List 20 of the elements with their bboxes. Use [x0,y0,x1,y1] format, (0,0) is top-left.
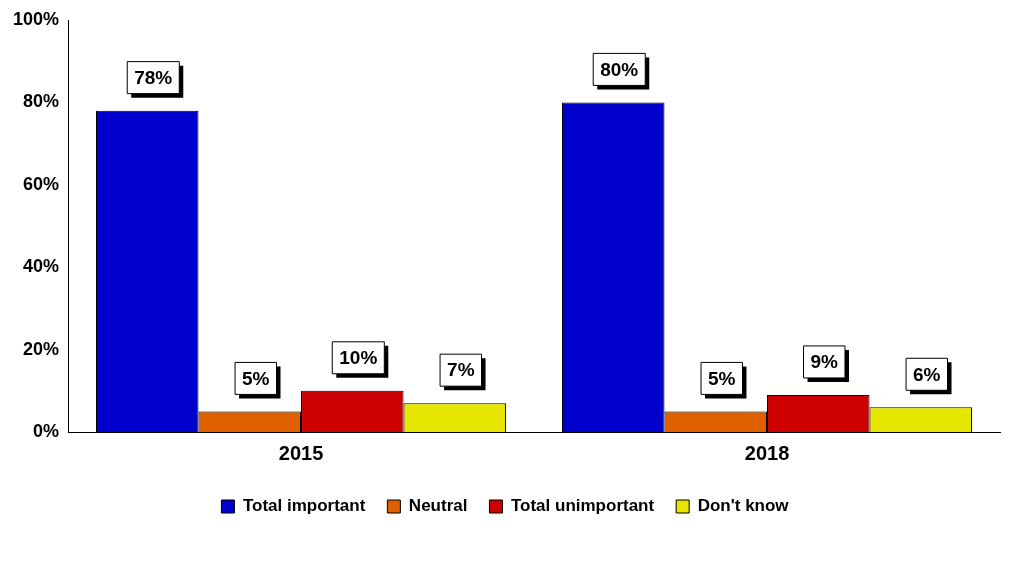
y-tick-label: 80% [23,91,60,112]
data-label: 5% [708,367,736,389]
legend-label: Don't know [697,496,790,516]
data-label: 9% [810,351,839,373]
data-label: 80% [600,58,639,80]
y-tick-label: 100% [12,8,60,29]
y-tick-label: 0% [33,420,60,441]
y-tick-label: 20% [23,338,60,359]
legend-label: Total unimportant [510,496,655,516]
data-label: 7% [447,359,475,381]
x-tick-label: 2018 [744,441,790,464]
x-tick-label: 2015 [278,441,324,464]
data-label: 78% [134,66,173,88]
data-label: 5% [242,367,270,389]
data-label: 10% [339,347,378,369]
legend-label: Total important [242,496,366,516]
legend-label: Neutral [408,496,468,516]
data-label: 6% [913,363,941,385]
y-tick-label: 60% [23,173,60,194]
y-tick-label: 40% [23,256,60,277]
